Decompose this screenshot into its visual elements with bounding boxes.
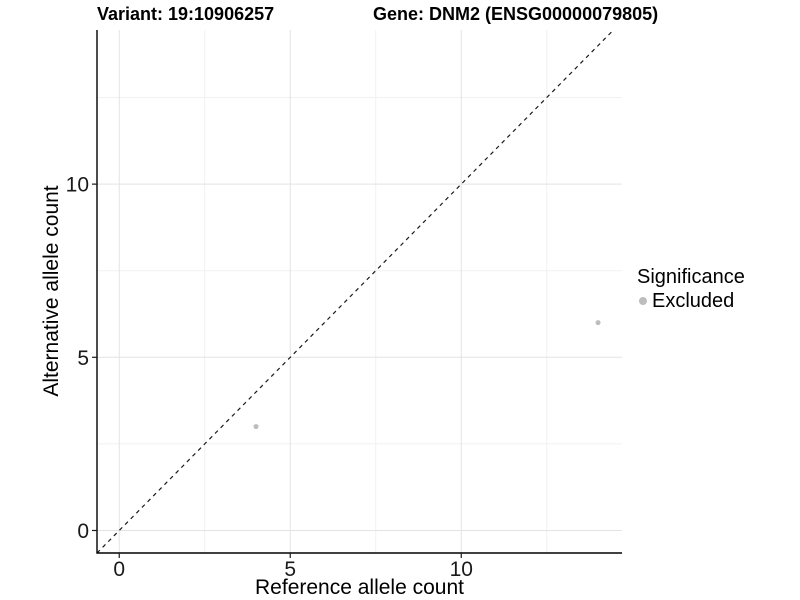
y-tick-label: 5 — [77, 347, 89, 370]
identity-dashed-line — [96, 29, 614, 554]
legend: Significance Excluded — [637, 265, 745, 312]
data-point — [595, 320, 601, 326]
legend-item-label: Excluded — [652, 290, 735, 312]
legend-point-icon — [639, 297, 647, 305]
gene-title: Gene: DNM2 (ENSG00000079805) — [373, 4, 659, 24]
axis-lines — [96, 30, 622, 554]
y-tick-label: 0 — [77, 520, 89, 543]
x-tick-label: 10 — [450, 558, 473, 581]
x-tick-label: 0 — [113, 558, 125, 581]
legend-title: Significance — [637, 266, 745, 288]
x-tick-label: 5 — [284, 558, 296, 581]
y-tick-label: 10 — [66, 174, 89, 197]
variant-title: Variant: 19:10906257 — [97, 4, 275, 24]
data-point — [253, 424, 259, 430]
legend-item-excluded: Excluded — [637, 290, 745, 312]
y-axis-title: Alternative allele count — [40, 185, 63, 397]
x-axis-title: Reference allele count — [255, 576, 464, 599]
